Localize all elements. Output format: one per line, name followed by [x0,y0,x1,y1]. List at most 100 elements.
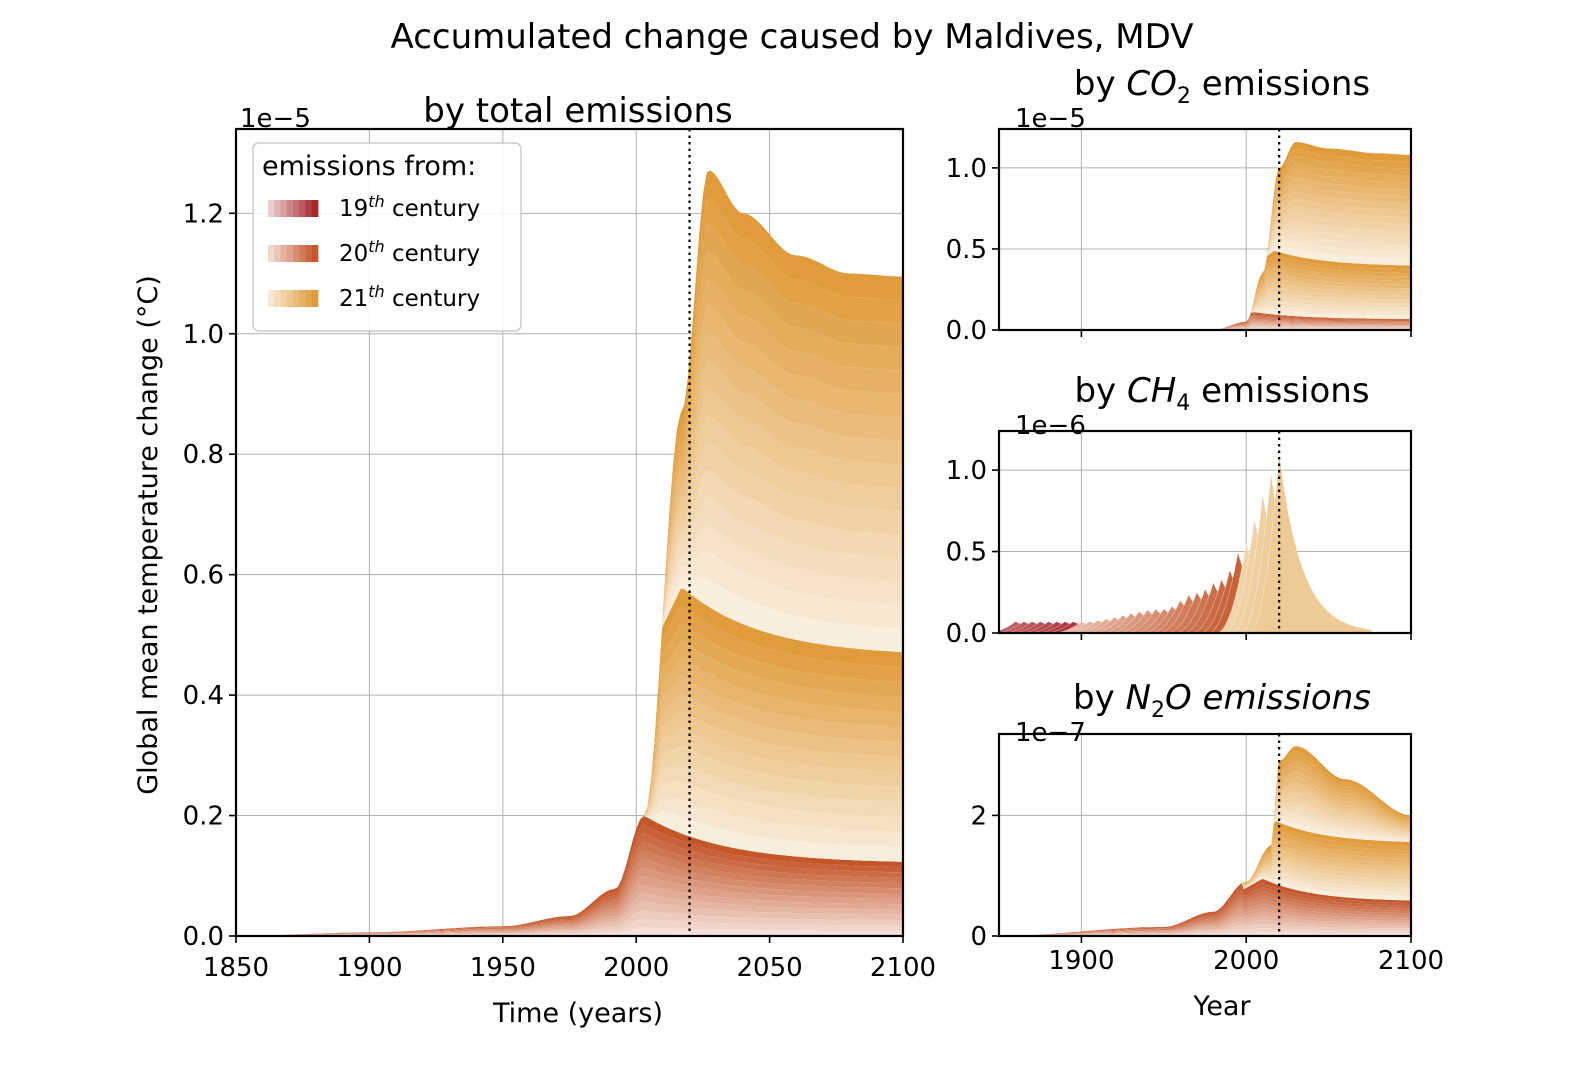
panel-title-ch4: by CH4 emissions [1074,371,1369,416]
legend-swatch [280,245,288,262]
band-20th-century [999,907,1411,936]
x-tick-label: 2000 [603,953,669,983]
y-tick-label: 1.0 [946,456,987,486]
y-tick-label: 0.2 [183,802,224,832]
legend-swatch [274,245,281,262]
x-axis-label-total: Time (years) [492,998,663,1029]
y-tick-label: 0.0 [183,922,224,952]
band-21st-century [999,184,1411,330]
legend-title: emissions from: [262,151,476,182]
band-20th-century [999,927,1411,936]
ticks-n2o: 1900 2000 2100 0 2 [970,801,1444,976]
band-21st-century [999,213,1411,330]
areas-co2 [999,142,1411,330]
band-21st-century [999,170,1411,330]
band-20th-century [999,879,1411,936]
axes-frame-n2o [997,732,1413,938]
legend-swatch [299,200,306,217]
legend-label: 20th century [339,237,480,267]
band-20th-century [999,899,1411,936]
band-20th-century [999,911,1411,936]
band-21st-century [999,177,1411,330]
legend-swatch [305,245,313,262]
band-20th-century [236,927,903,936]
areas-n2o [999,746,1411,936]
legend-swatch [311,290,319,307]
panel-title-total: by total emissions [423,91,733,131]
legend: emissions from: 19th century 20th century… [252,142,522,332]
band-21st-century-early [236,797,903,936]
y-tick-label: 2 [970,801,987,831]
legend-label: 21th century [339,282,480,312]
legend-swatch [286,290,294,307]
band-20th-century [999,891,1411,936]
y-tick-label: 1.0 [946,154,987,184]
x-tick-label: 1950 [470,953,536,983]
legend-swatch [293,290,300,307]
legend-swatch [293,200,300,217]
band-21st-century [999,206,1411,330]
axes-frame-co2 [997,127,1413,332]
band-20th-century [999,903,1411,936]
x-axis-label-year: Year [1192,991,1251,1022]
x-tick-label: 1850 [203,953,269,983]
band-21st-century [999,192,1411,330]
y-tick-label: 1.0 [183,320,224,350]
legend-swatch [311,245,319,262]
legend-swatch [299,290,306,307]
band-21st-century [999,156,1411,330]
legend-swatch [268,200,275,217]
legend-label: 19th century [339,192,480,222]
panel-ch4-emissions: by CH4 emissions 1e−6 0.0 0.5 1.0 [946,371,1413,649]
legend-swatch [280,200,288,217]
x-tick-label: 2100 [1378,946,1444,976]
legend-swatch [293,245,300,262]
panel-title-co2: by CO2 emissions [1074,64,1370,109]
axes-frame-total [234,127,905,938]
y-tick-label: 0.8 [183,440,224,470]
y-tick-label: 0.6 [183,561,224,591]
band-20th-century [236,910,903,936]
offset-text-ch4: 1e−6 [1015,411,1086,441]
band-21st-century [999,220,1411,330]
x-tick-label: 2050 [737,953,803,983]
band-21st-century-early [999,877,1411,936]
band-21st-century-early [999,305,1411,330]
y-axis-label-total: Global mean temperature change (°C) [133,275,164,795]
y-tick-label: 0 [970,922,987,952]
band-20th-century [999,883,1411,936]
x-tick-label: 2100 [870,953,936,983]
band-21st-century [999,227,1411,330]
panel-total-emissions: by total emissions 1e−5 1850 1900 1950 2000… [133,91,936,1029]
band-21st-century-early [999,309,1411,330]
panel-co2-emissions: by CO2 emissions 1e−5 0.00.51.0 [946,64,1413,346]
band-21st-century-early [236,811,903,936]
legend-swatch [305,200,313,217]
band-20th-century [999,919,1411,936]
y-tick-label: 0.0 [946,316,987,346]
band-20th-century [999,887,1411,936]
legend-swatch [286,200,294,217]
band-21st-century [999,234,1411,330]
legend-swatch [305,290,313,307]
legend-swatch [299,245,306,262]
legend-box [252,142,522,332]
band-21st-century [999,163,1411,330]
band-21st-century [999,199,1411,330]
y-tick-label: 1.2 [183,199,224,229]
band-20th-century [999,327,1411,330]
band-20th-century [999,915,1411,936]
areas-ch4 [998,453,1372,634]
band-20th-century [999,923,1411,936]
x-tick-label: 1900 [1048,946,1114,976]
legend-swatch [268,245,275,262]
areas-total [236,170,903,937]
legend-swatch [274,290,281,307]
x-tick-label: 2000 [1213,946,1279,976]
legend-swatch [274,200,281,217]
band-20th-century [236,918,903,936]
legend-swatch [311,200,319,217]
band-20th-century [999,321,1411,330]
x-tick-label: 1900 [336,953,402,983]
